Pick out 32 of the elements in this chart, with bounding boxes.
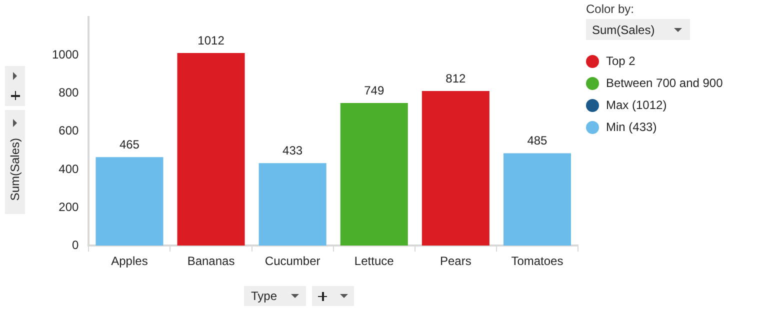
x-tick-label: Bananas [187,254,235,268]
y-tick-label: 0 [72,238,80,252]
legend-label: Between 700 and 900 [606,76,723,90]
bar [340,103,408,246]
y-tick-label: 200 [58,200,80,214]
y-axis-title: Sum(Sales) [8,138,22,201]
bar [177,52,245,246]
y-tick-label: 1000 [52,48,80,62]
y-tick-label: 600 [58,124,80,138]
data-label: 749 [364,83,384,98]
bar [422,91,490,246]
text: Sum(Sales) [592,22,655,36]
x-tick-label: Lettuce [354,254,394,268]
x-tick-label: Tomatoes [511,254,564,268]
y-tick-label: 800 [58,86,80,100]
x-tick-label: Cucumber [264,254,320,268]
bar [503,153,571,246]
data-label: 433 [282,144,303,158]
bar [258,163,326,246]
data-label: 465 [119,137,140,152]
legend-label: Min (433) [606,120,657,134]
x-tick-label: Pears [440,254,472,268]
x-tick-label: Apples [111,254,148,268]
legend-label: Top 2 [606,54,636,68]
data-label: 812 [446,71,466,86]
x-axis-title: Type [250,289,277,303]
legend-title: Color by: [586,2,636,16]
y-tick-label: 400 [58,162,80,176]
data-label: 485 [527,134,548,148]
data-label: 1012 [198,33,225,48]
bar [96,157,164,246]
legend-label: Max (1012) [606,98,667,112]
